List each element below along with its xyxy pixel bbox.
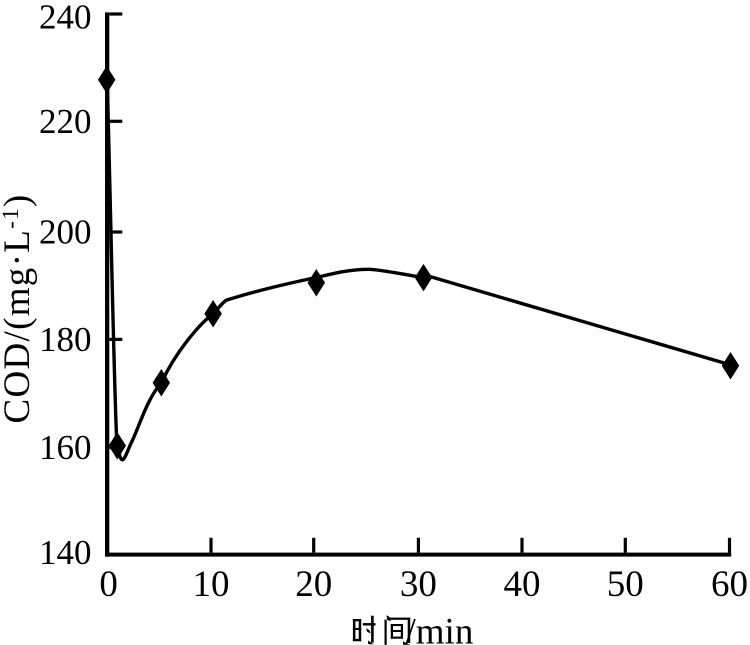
svg-text:180: 180: [39, 320, 92, 359]
svg-text:240: 240: [39, 0, 92, 36]
svg-text:20: 20: [295, 564, 332, 605]
svg-text:10: 10: [193, 564, 230, 605]
svg-text:30: 30: [400, 564, 437, 605]
svg-text:50: 50: [607, 564, 644, 605]
svg-text:220: 220: [39, 102, 92, 141]
svg-text:40: 40: [504, 564, 541, 605]
svg-text:0: 0: [99, 564, 118, 605]
svg-text:140: 140: [39, 533, 92, 572]
svg-text:60: 60: [711, 564, 748, 605]
svg-text:/min: /min: [406, 612, 474, 645]
svg-text:160: 160: [39, 428, 92, 467]
svg-text:200: 200: [39, 213, 92, 252]
svg-text:COD/(mg·L-1): COD/(mg·L-1): [0, 193, 38, 423]
